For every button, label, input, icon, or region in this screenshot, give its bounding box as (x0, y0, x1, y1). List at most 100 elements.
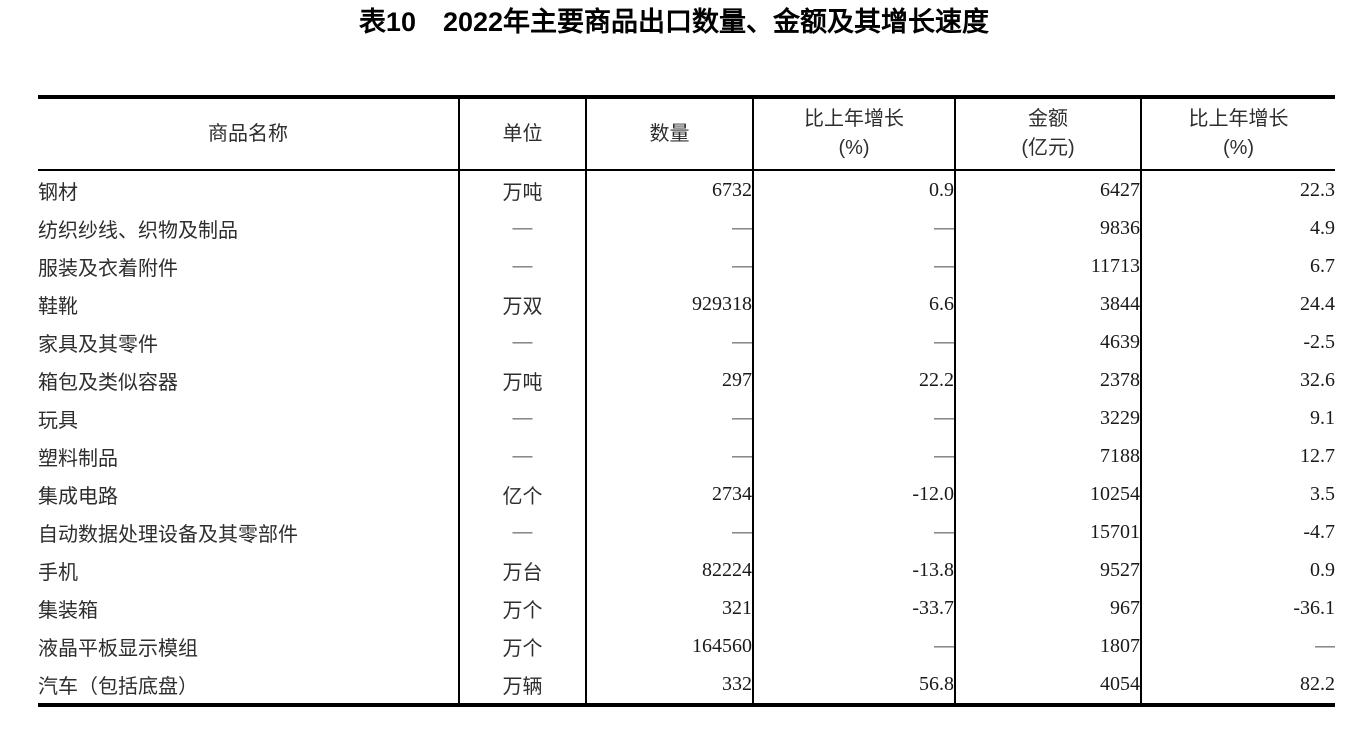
export-commodities-table: 商品名称 单位 数量 比上年增长 (%) 金额 (亿元) 比上年增长 (%) 钢材 万吨 673… (38, 95, 1335, 707)
cell-commodity-name: 手机 (38, 561, 78, 584)
cell-amount-growth: -4.7 (1140, 513, 1335, 551)
cell-unit: — (458, 209, 586, 247)
cell-quantity: 297 (585, 361, 753, 399)
column-header: 金额 (亿元) (954, 97, 1141, 171)
cell-unit: 亿个 (458, 475, 586, 513)
cell-unit: — (458, 437, 586, 475)
cell-amount-growth: -36.1 (1140, 589, 1335, 627)
cell-unit: — (458, 323, 586, 361)
cell-commodity-name: 鞋靴 (38, 295, 78, 318)
cell-amount-growth: 0.9 (1140, 551, 1335, 589)
cell-quantity: — (585, 399, 753, 437)
cell-amount-growth: 24.4 (1140, 285, 1335, 323)
table-row: 鞋靴 万双 929318 6.6 3844 24.4 (38, 285, 1335, 323)
cell-quantity-growth: — (752, 513, 955, 551)
cell-amount-growth: 6.7 (1140, 247, 1335, 285)
cell-quantity-growth: — (752, 627, 955, 665)
cell-amount: 967 (954, 589, 1141, 627)
cell-amount: 1807 (954, 627, 1141, 665)
cell-amount-growth: 3.5 (1140, 475, 1335, 513)
cell-unit: 万个 (458, 589, 586, 627)
cell-commodity-name: 家具及其零件 (38, 333, 158, 356)
cell-unit: 万辆 (458, 665, 586, 705)
cell-commodity-name: 液晶平板显示模组 (38, 637, 198, 660)
table-row: 玩具 — — — 3229 9.1 (38, 399, 1335, 437)
table-row: 液晶平板显示模组 万个 164560 — 1807 — (38, 627, 1335, 665)
cell-commodity-name: 自动数据处理设备及其零部件 (38, 523, 298, 546)
cell-unit: — (458, 247, 586, 285)
table-row: 集成电路 亿个 2734 -12.0 10254 3.5 (38, 475, 1335, 513)
column-header: 数量 (585, 97, 753, 171)
cell-unit: 万吨 (458, 361, 586, 399)
cell-amount: 6427 (954, 170, 1141, 209)
column-header: 单位 (458, 97, 586, 171)
cell-amount: 3229 (954, 399, 1141, 437)
cell-unit: 万个 (458, 627, 586, 665)
cell-amount-growth: 22.3 (1140, 170, 1335, 209)
cell-quantity-growth: 0.9 (752, 170, 955, 209)
cell-amount-growth: — (1140, 627, 1335, 665)
cell-amount: 10254 (954, 475, 1141, 513)
cell-commodity-name: 服装及衣着附件 (38, 257, 178, 280)
cell-quantity: — (585, 437, 753, 475)
column-header: 商品名称 (38, 97, 459, 171)
cell-commodity-name: 玩具 (38, 409, 78, 432)
cell-amount: 15701 (954, 513, 1141, 551)
cell-commodity-name: 纺织纱线、织物及制品 (38, 219, 238, 242)
cell-quantity-growth: — (752, 209, 955, 247)
cell-quantity: 82224 (585, 551, 753, 589)
table-row: 汽车（包括底盘） 万辆 332 56.8 4054 82.2 (38, 665, 1335, 705)
cell-quantity: — (585, 247, 753, 285)
cell-commodity-name: 集装箱 (38, 599, 98, 622)
cell-quantity-growth: -33.7 (752, 589, 955, 627)
cell-quantity-growth: — (752, 247, 955, 285)
table-row: 家具及其零件 — — — 4639 -2.5 (38, 323, 1335, 361)
column-header: 比上年增长 (%) (1140, 97, 1335, 171)
cell-quantity-growth: 22.2 (752, 361, 955, 399)
cell-commodity-name: 集成电路 (38, 485, 118, 508)
statistical-communique-page: 表10 2022年主要商品出口数量、金额及其增长速度 商品名称 单位 数量 比上年增长… (38, 7, 1335, 707)
cell-amount: 11713 (954, 247, 1141, 285)
cell-commodity-name: 箱包及类似容器 (38, 371, 178, 394)
table-row: 集装箱 万个 321 -33.7 967 -36.1 (38, 589, 1335, 627)
cell-commodity-name: 汽车（包括底盘） (38, 675, 198, 698)
cell-unit: 万双 (458, 285, 586, 323)
table-row: 塑料制品 — — — 7188 12.7 (38, 437, 1335, 475)
cell-unit: — (458, 399, 586, 437)
cell-quantity-growth: 56.8 (752, 665, 955, 705)
cell-amount-growth: 82.2 (1140, 665, 1335, 705)
cell-quantity-growth: — (752, 437, 955, 475)
cell-quantity-growth: — (752, 323, 955, 361)
cell-amount-growth: 4.9 (1140, 209, 1335, 247)
cell-quantity: 6732 (585, 170, 753, 209)
cell-quantity: — (585, 323, 753, 361)
cell-quantity: 164560 (585, 627, 753, 665)
cell-quantity: 2734 (585, 475, 753, 513)
cell-amount: 7188 (954, 437, 1141, 475)
cell-commodity-name: 钢材 (38, 181, 78, 204)
table-row: 箱包及类似容器 万吨 297 22.2 2378 32.6 (38, 361, 1335, 399)
cell-unit: — (458, 513, 586, 551)
cell-quantity-growth: 6.6 (752, 285, 955, 323)
table-row: 纺织纱线、织物及制品 — — — 9836 4.9 (38, 209, 1335, 247)
cell-amount-growth: 32.6 (1140, 361, 1335, 399)
table-row: 钢材 万吨 6732 0.9 6427 22.3 (38, 170, 1335, 209)
header-row: 商品名称 单位 数量 比上年增长 (%) 金额 (亿元) 比上年增长 (%) (38, 97, 1335, 171)
column-header: 比上年增长 (%) (752, 97, 955, 171)
cell-quantity: 332 (585, 665, 753, 705)
cell-amount-growth: 9.1 (1140, 399, 1335, 437)
cell-unit: 万台 (458, 551, 586, 589)
cell-amount: 4639 (954, 323, 1141, 361)
table-title: 表10 2022年主要商品出口数量、金额及其增长速度 (358, 7, 990, 37)
cell-amount: 2378 (954, 361, 1141, 399)
cell-quantity-growth: -12.0 (752, 475, 955, 513)
cell-quantity: — (585, 209, 753, 247)
cell-amount: 9836 (954, 209, 1141, 247)
table-row: 服装及衣着附件 — — — 11713 6.7 (38, 247, 1335, 285)
cell-quantity: 929318 (585, 285, 753, 323)
cell-commodity-name: 塑料制品 (38, 447, 118, 470)
cell-amount-growth: -2.5 (1140, 323, 1335, 361)
cell-amount: 3844 (954, 285, 1141, 323)
table-row: 手机 万台 82224 -13.8 9527 0.9 (38, 551, 1335, 589)
cell-amount-growth: 12.7 (1140, 437, 1335, 475)
